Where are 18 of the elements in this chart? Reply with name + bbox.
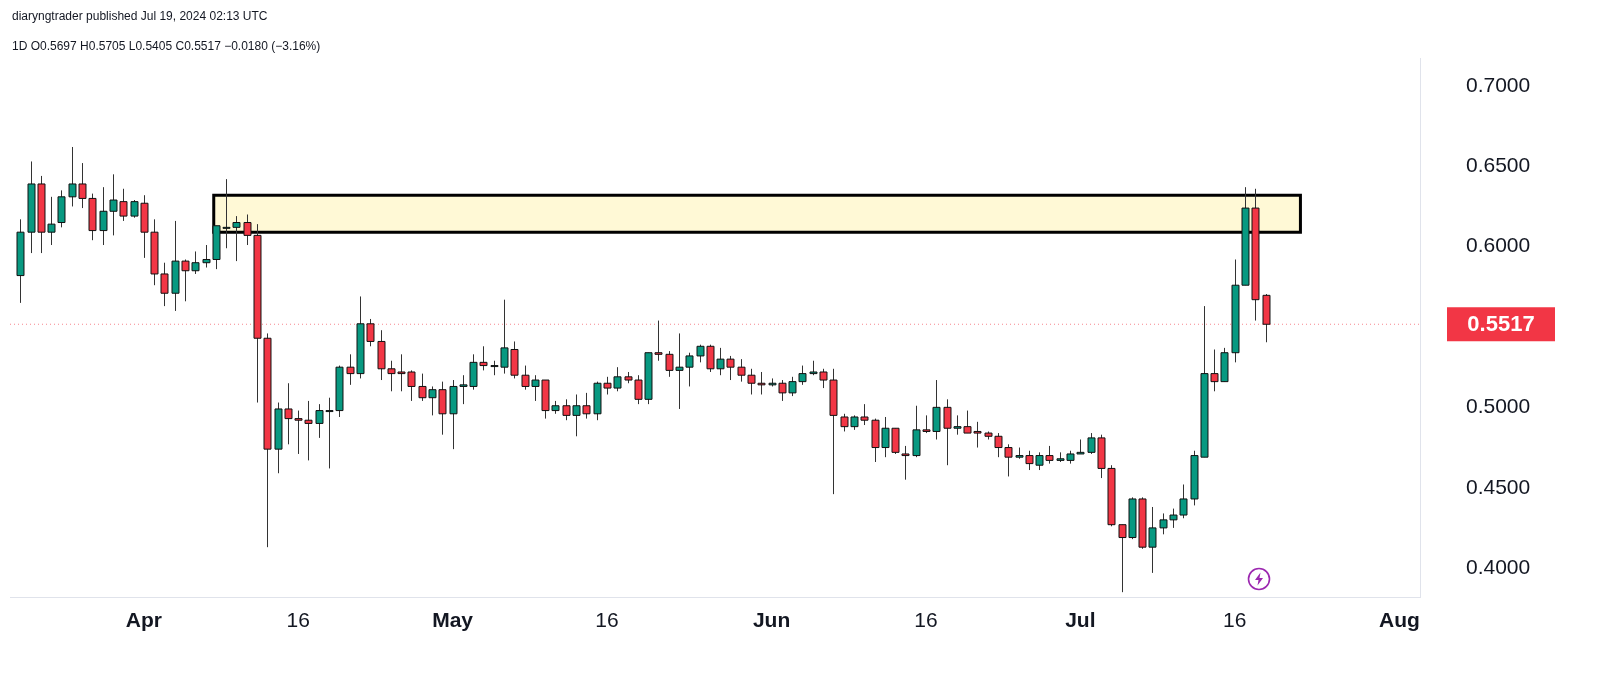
y-tick-label: 0.4500 [1466, 474, 1531, 498]
y-tick-label: 0.6000 [1466, 233, 1531, 257]
x-tick-label: 16 [914, 608, 938, 632]
y-tick-label: 0.4000 [1466, 554, 1531, 578]
x-tick-label: Jul [1065, 608, 1096, 632]
x-tick-label: May [432, 608, 474, 632]
y-tick-label: 0.6500 [1466, 153, 1531, 177]
text: diaryngtrader published Jul 19, 2024 02:13 UTC [12, 9, 268, 23]
x-tick-label: Apr [125, 608, 162, 632]
x-tick-label: 16 [595, 608, 619, 632]
y-tick-label: 0.5000 [1466, 394, 1531, 418]
x-tick-label: Aug [1379, 608, 1420, 632]
x-tick-label: 16 [1223, 608, 1247, 632]
x-tick-label: 16 [286, 608, 310, 632]
x-tick-label: Jun [752, 608, 791, 632]
y-tick-label: 0.7000 [1466, 72, 1531, 96]
ref-line-label: 0.5517 [1467, 311, 1535, 337]
chart-title: 1D O0.5697 H0.5705 L0.5405 C0.5517 −0.0180 (−3.16%) [12, 39, 321, 53]
